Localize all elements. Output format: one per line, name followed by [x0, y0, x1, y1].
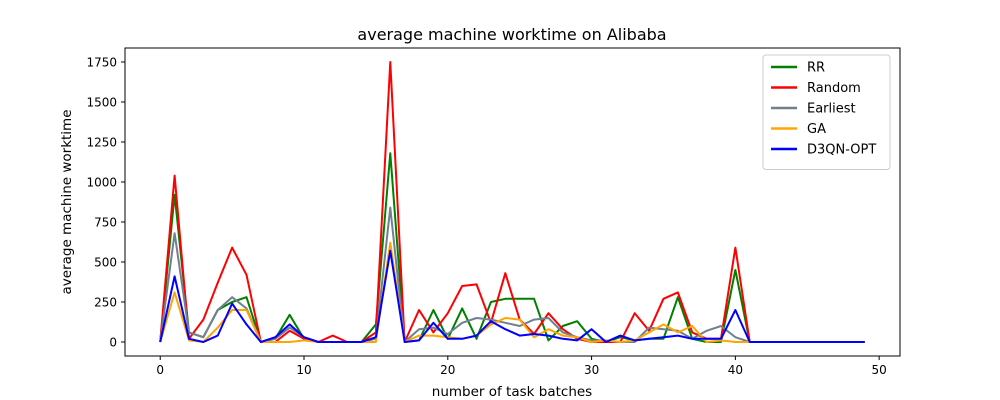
y-axis: 0 250 500 750 1000 1250 1500 1750 — [86, 56, 125, 350]
plot-frame — [124, 47, 901, 357]
series-line-0 — [159, 152, 865, 343]
x-tick-label: 0 — [156, 363, 164, 377]
y-tick-label: 0 — [109, 336, 117, 350]
legend-label: D3QN-OPT — [807, 143, 876, 158]
series-line-2 — [159, 206, 865, 343]
chart-title: average machine worktime on Alibaba — [357, 25, 666, 44]
legend-box — [762, 54, 891, 170]
legend-label: GA — [807, 122, 826, 137]
x-tick-label: 50 — [872, 363, 887, 377]
y-tick-label: 1250 — [86, 136, 117, 150]
plot-lines — [159, 61, 865, 343]
series-line-1 — [159, 61, 865, 343]
y-axis-label: average machine worktime — [59, 109, 75, 294]
y-tick-label: 500 — [94, 256, 117, 270]
legend-label: Earliest — [807, 102, 856, 117]
y-tick-label: 250 — [94, 296, 117, 310]
y-tick-label: 1500 — [86, 96, 117, 110]
x-tick-label: 30 — [584, 363, 599, 377]
legend: RR Random Earliest GA D3QN-OPT — [762, 54, 891, 170]
series-line-4 — [159, 249, 865, 343]
x-axis-label: number of task batches — [432, 384, 592, 400]
x-tick-label: 40 — [728, 363, 743, 377]
legend-label: Random — [807, 81, 861, 96]
y-tick-label: 1000 — [86, 176, 117, 190]
x-tick-label: 10 — [296, 363, 311, 377]
y-tick-label: 750 — [94, 216, 117, 230]
legend-label: RR — [807, 61, 825, 76]
x-axis: 0 10 20 30 40 50 — [156, 356, 887, 377]
series-line-3 — [159, 241, 865, 343]
x-tick-label: 20 — [440, 363, 455, 377]
y-tick-label: 1750 — [86, 56, 117, 70]
